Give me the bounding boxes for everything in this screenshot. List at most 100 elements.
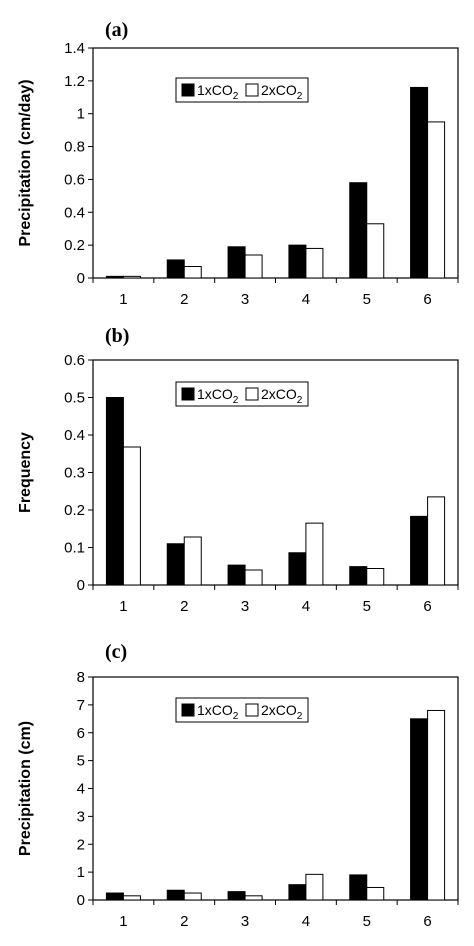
y-tick-label: 7 — [77, 697, 85, 714]
bar-series-2-cat-3 — [244, 569, 263, 586]
y-tick-label: 1 — [77, 106, 85, 123]
y-tick-label: 0.6 — [64, 352, 85, 369]
legend-frame — [175, 381, 309, 407]
y-tick-label: 0 — [77, 892, 85, 909]
y-tick-label: 4 — [77, 781, 85, 798]
legend-swatch-1 — [181, 83, 195, 97]
chart-panel-2: (b) 0 0.1 0.2 0.3 0.4 0.5 0.6 Frequency 1 2 3 4 5 6 1xC… — [17, 325, 459, 615]
bar-series-1-cat-5 — [349, 566, 368, 586]
legend: 1xCO2 2xCO2 — [175, 77, 309, 103]
panel-label: (a) — [105, 19, 128, 41]
legend: 1xCO2 2xCO2 — [175, 381, 309, 407]
y-tick-label: 0 — [77, 577, 85, 594]
chart-panel-3: (c) 0 1 2 3 4 5 6 7 8 Precipitation (cm) 1 2 3 4 5 6 1xCO… — [17, 641, 459, 930]
y-tick-label: 5 — [77, 753, 85, 770]
legend: 1xCO2 2xCO2 — [175, 697, 309, 723]
x-tick-label: 1 — [119, 291, 127, 308]
bar-series-2-cat-6 — [427, 709, 446, 901]
panel-label: (b) — [105, 325, 129, 347]
legend-label-2: 2xCO2 — [261, 386, 303, 406]
bar-series-2-cat-1 — [122, 895, 141, 901]
y-tick-label: 3 — [77, 808, 85, 825]
y-tick-label: 1.2 — [64, 73, 85, 90]
bar-series-1-cat-1 — [105, 275, 124, 279]
legend-label-1: 1xCO2 — [197, 702, 239, 722]
x-tick-label: 4 — [302, 913, 310, 930]
bar-series-1-cat-6 — [410, 86, 429, 279]
legend-frame — [175, 77, 309, 103]
y-tick-label: 0.6 — [64, 171, 85, 188]
bar-series-2-cat-6 — [427, 496, 446, 586]
bar-series-1-cat-3 — [227, 246, 246, 279]
bar-series-1-cat-4 — [288, 552, 307, 586]
y-tick-label: 0.2 — [64, 237, 85, 254]
x-tick-label: 2 — [180, 291, 188, 308]
x-tick-label: 3 — [241, 913, 249, 930]
bar-series-2-cat-2 — [183, 536, 202, 586]
bar-series-2-cat-2 — [183, 892, 202, 901]
bar-series-1-cat-4 — [288, 244, 307, 279]
bar-series-2-cat-1 — [122, 275, 141, 279]
x-tick-label: 1 — [119, 913, 127, 930]
bar-series-2-cat-3 — [244, 254, 263, 279]
x-tick-label: 5 — [363, 913, 371, 930]
panel-label: (c) — [105, 641, 127, 663]
x-tick-label: 5 — [363, 291, 371, 308]
y-tick-label: 0.8 — [64, 139, 85, 156]
y-tick-label: 0.3 — [64, 465, 85, 482]
legend-frame — [175, 697, 309, 723]
bar-series-1-cat-2 — [166, 543, 185, 586]
x-tick-label: 2 — [180, 913, 188, 930]
x-tick-label: 6 — [423, 913, 431, 930]
bar-series-1-cat-4 — [288, 884, 307, 901]
bar-series-2-cat-2 — [183, 266, 202, 279]
bar-series-1-cat-3 — [227, 564, 246, 586]
bar-series-2-cat-4 — [305, 873, 324, 901]
x-tick-label: 5 — [363, 598, 371, 615]
x-tick-label: 6 — [423, 598, 431, 615]
bar-series-2-cat-1 — [122, 446, 141, 586]
legend-label-2: 2xCO2 — [261, 82, 303, 102]
bar-series-1-cat-6 — [410, 718, 429, 901]
y-tick-label: 0.2 — [64, 502, 85, 519]
x-tick-label: 2 — [180, 598, 188, 615]
y-tick-label: 0.4 — [64, 204, 85, 221]
bar-series-2-cat-4 — [305, 247, 324, 279]
legend-label-1: 1xCO2 — [197, 82, 239, 102]
x-tick-label: 4 — [302, 598, 310, 615]
bar-series-1-cat-6 — [410, 515, 429, 586]
x-tick-label: 6 — [423, 291, 431, 308]
bar-series-1-cat-2 — [166, 889, 185, 901]
bar-series-2-cat-5 — [366, 886, 385, 901]
legend-swatch-2 — [245, 387, 259, 401]
legend-label-2: 2xCO2 — [261, 702, 303, 722]
y-tick-label: 1.4 — [64, 40, 85, 57]
legend-label-1: 1xCO2 — [197, 386, 239, 406]
bar-series-1-cat-1 — [105, 397, 124, 586]
bar-series-2-cat-4 — [305, 522, 324, 586]
bar-series-2-cat-5 — [366, 568, 385, 586]
y-tick-label: 8 — [77, 669, 85, 686]
y-tick-label: 0.1 — [64, 540, 85, 557]
y-tick-label: 6 — [77, 725, 85, 742]
bar-series-2-cat-3 — [244, 895, 263, 901]
y-tick-label: 0 — [77, 270, 85, 287]
chart-panel-1: (a) 0 0.2 0.4 0.6 0.8 1 1.2 1.4 Precipitation (cm… — [17, 19, 459, 308]
y-tick-label: 1 — [77, 864, 85, 881]
legend-swatch-2 — [245, 703, 259, 717]
legend-swatch-2 — [245, 83, 259, 97]
legend-swatch-1 — [181, 703, 195, 717]
y-tick-label: 2 — [77, 836, 85, 853]
y-tick-label: 0.5 — [64, 390, 85, 407]
x-tick-label: 1 — [119, 598, 127, 615]
bar-series-1-cat-3 — [227, 891, 246, 901]
x-tick-label: 3 — [241, 291, 249, 308]
x-tick-label: 4 — [302, 291, 310, 308]
bar-series-1-cat-5 — [349, 874, 368, 901]
y-tick-label: 0.4 — [64, 427, 85, 444]
legend-swatch-1 — [181, 387, 195, 401]
bar-series-1-cat-5 — [349, 182, 368, 279]
bar-series-2-cat-6 — [427, 121, 446, 279]
bar-series-1-cat-1 — [105, 892, 124, 901]
